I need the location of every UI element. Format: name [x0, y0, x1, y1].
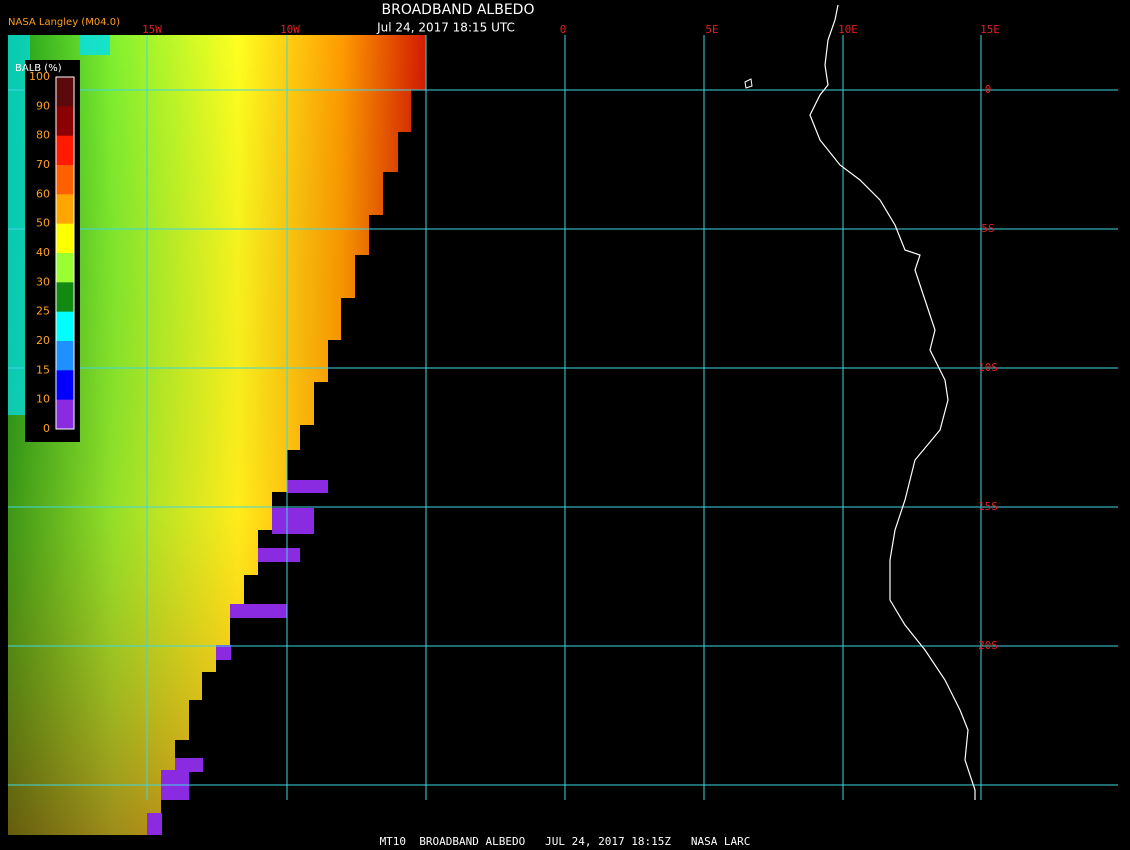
colorbar-segment: [56, 106, 74, 137]
colorbar-tick-label: 50: [36, 217, 50, 230]
longitude-label: 15W: [142, 23, 162, 36]
colorbar-segment: [56, 135, 74, 166]
latitude-label: 20S: [978, 639, 998, 652]
colorbar-tick-label: 100: [29, 70, 50, 83]
colorbar-segment: [56, 194, 74, 225]
colorbar-tick-label: 30: [36, 275, 50, 288]
colorbar-segment: [56, 311, 74, 342]
latitude-label: 5S: [981, 222, 994, 235]
colorbar-segment: [56, 341, 74, 371]
colorbar-tick-label: 60: [36, 187, 50, 200]
title: BROADBAND ALBEDO: [382, 2, 535, 18]
colorbar-segment: [56, 77, 74, 107]
longitude-label: 5E: [705, 23, 718, 36]
coastline: [809, 4, 976, 800]
colorbar-tick-label: 25: [36, 305, 50, 318]
colorbar-tick-label: 90: [36, 99, 50, 112]
colorbar-tick-label: 15: [36, 363, 50, 376]
latitude-label: 10S: [978, 361, 998, 374]
timestamp: Jul 24, 2017 18:15 UTC: [376, 21, 515, 35]
colorbar-segment: [56, 223, 74, 254]
colorbar-tick-label: 0: [43, 422, 50, 435]
colorbar-segment: [56, 253, 74, 283]
footer: MT10 BROADBAND ALBEDO JUL 24, 2017 18:15…: [380, 835, 751, 848]
colorbar-tick-label: 70: [36, 158, 50, 171]
colorbar-frame: [55, 76, 75, 430]
longitude-label: 10E: [838, 23, 858, 36]
source-label: NASA Langley (M04.0): [8, 17, 120, 28]
latitude-label: 0: [985, 83, 992, 96]
colorbar-label: BALB (%): [15, 63, 62, 74]
colorbar-segment: [56, 165, 74, 195]
latitude-label: 15S: [978, 500, 998, 513]
longitude-label: 0: [560, 23, 567, 36]
colorbar-tick-label: 40: [36, 246, 50, 259]
colorbar-segment: [56, 282, 74, 313]
graticule: [8, 35, 1118, 800]
colorbar-segment: [56, 399, 74, 430]
colorbar-tick-label: 20: [36, 334, 50, 347]
colorbar-segment: [56, 370, 74, 401]
island: [744, 78, 753, 89]
colorbar-tick-label: 10: [36, 393, 50, 406]
colorbar-tick-label: 80: [36, 129, 50, 142]
longitude-label: 15E: [980, 23, 1000, 36]
longitude-label: 10W: [280, 23, 300, 36]
